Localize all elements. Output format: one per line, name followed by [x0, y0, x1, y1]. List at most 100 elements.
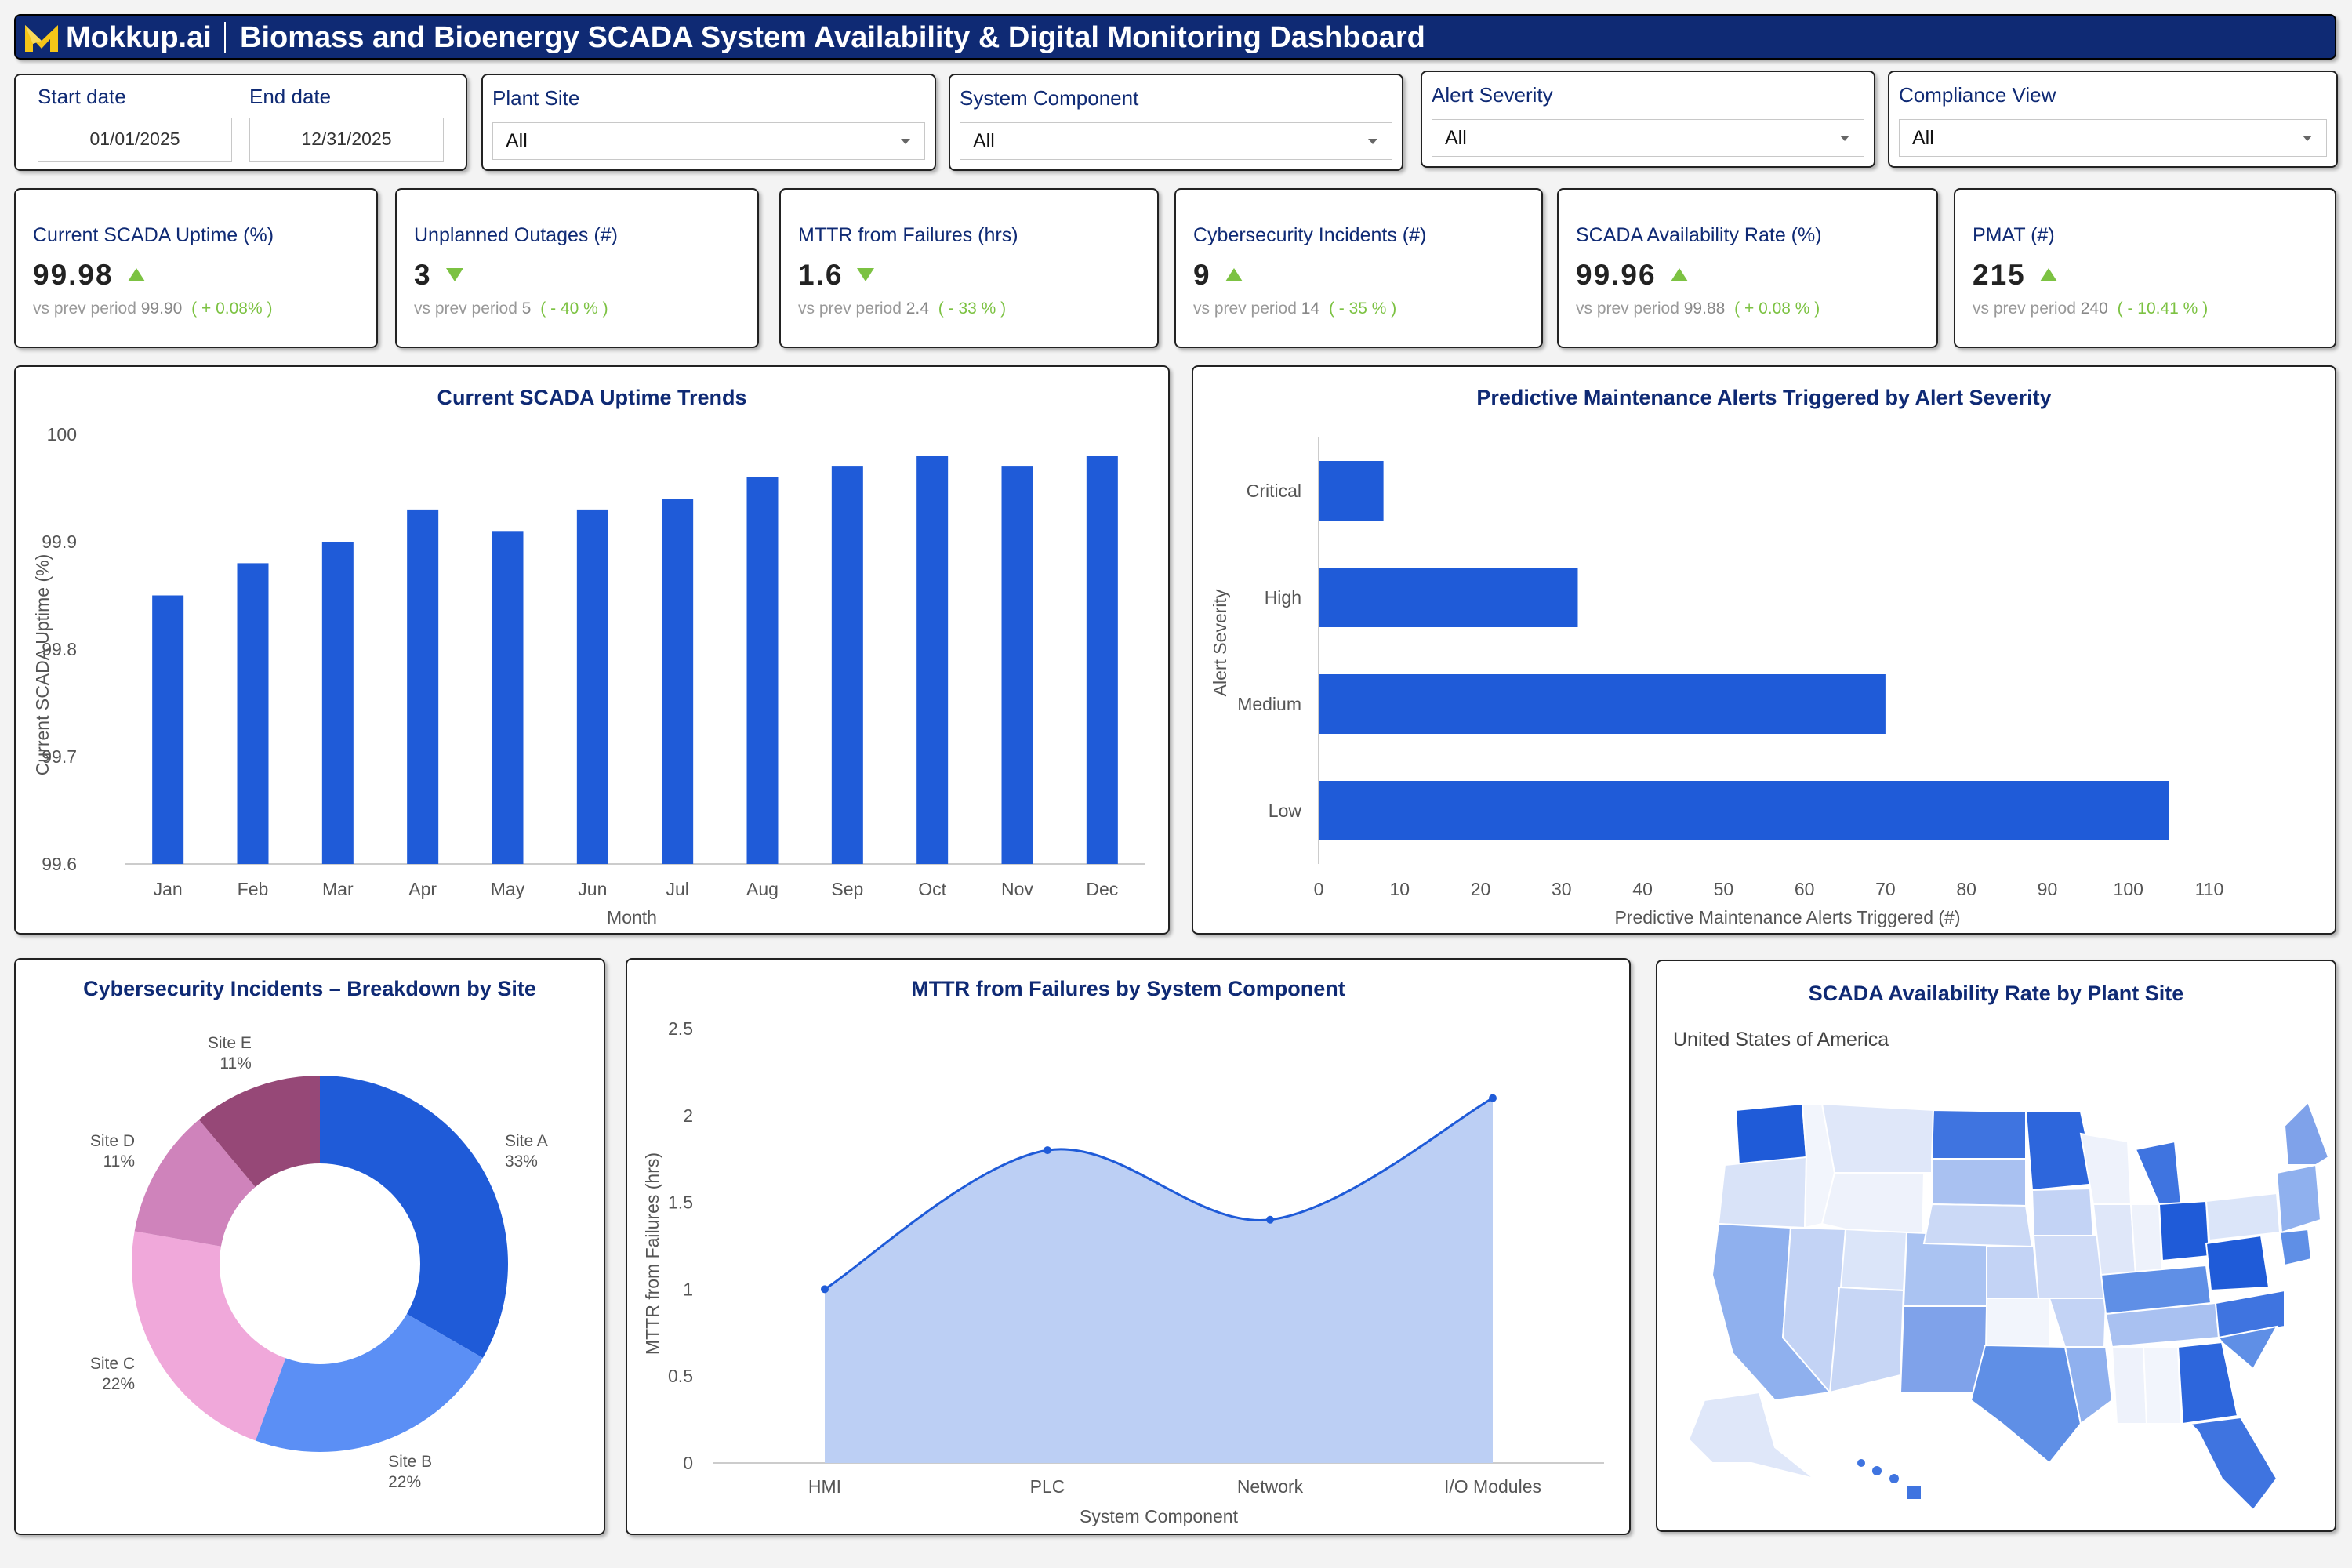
x-tick-label: 100: [2114, 879, 2143, 899]
kpi-card: PMAT (#) 215 vs prev period 240 ( - 10.4…: [1954, 188, 2336, 348]
kpi-value: 9: [1193, 259, 1243, 292]
slice-label: Site E: [208, 1034, 252, 1052]
y-tick-label: High: [1265, 587, 1301, 608]
x-tick-label: 30: [1552, 879, 1572, 899]
map-state: [2158, 1200, 2211, 1262]
bar: [746, 477, 779, 864]
pie-slice: [320, 1076, 508, 1358]
kpi-card: Current SCADA Uptime (%) 99.98 vs prev p…: [14, 188, 378, 348]
map-state: [2275, 1163, 2322, 1234]
trend-down-icon: [857, 268, 875, 281]
map-state: [1820, 1102, 1935, 1174]
slice-value: 11%: [220, 1054, 251, 1073]
y-tick-label: Medium: [1237, 694, 1301, 714]
alert-severity-value: All: [1445, 127, 1467, 149]
trend-up-icon: [1670, 268, 1688, 281]
kpi-comparison: vs prev period 99.90 ( + 0.08% ): [33, 299, 273, 318]
y-tick-label: 99.6: [42, 854, 77, 874]
slice-label: Site A: [505, 1132, 548, 1150]
kpi-label: SCADA Availability Rate (%): [1576, 224, 1822, 246]
bar: [152, 595, 184, 864]
uptime-bar-chart: 99.6 99.7 99.8 99.9 100 Jan Feb Mar Apr May Jun Jul…: [32, 424, 1145, 927]
map-state: [2205, 1234, 2270, 1292]
x-axis-title: System Component: [1080, 1506, 1239, 1526]
x-tick-label: 50: [1714, 879, 1734, 899]
chart-title: Cybersecurity Incidents – Breakdown by S…: [83, 977, 536, 1000]
slice-value: 22%: [388, 1473, 421, 1491]
kpi-value: 1.6: [798, 259, 875, 292]
kpi-value: 99.98: [33, 259, 145, 292]
x-tick-label: Jan: [154, 879, 183, 899]
x-tick-label: Oct: [918, 879, 946, 899]
x-axis-title: Month: [607, 907, 657, 927]
map-state: [2278, 1228, 2313, 1267]
x-tick-label: 110: [2195, 879, 2224, 899]
data-point: [1266, 1215, 1274, 1224]
y-tick-label: 2: [683, 1105, 693, 1126]
kpi-label: MTTR from Failures (hrs): [798, 224, 1018, 246]
system-component-label: System Component: [960, 86, 1139, 110]
kpi-comparison: vs prev period 5 ( - 40 % ): [414, 299, 608, 318]
x-tick-label: Aug: [746, 879, 779, 899]
map-state-hawaii: [1857, 1459, 1921, 1499]
data-point: [821, 1285, 829, 1294]
uptime-trends-card: Current SCADA Uptime Trends 99.6 99.7 99.8…: [14, 365, 1170, 935]
kpi-comparison: vs prev period 14 ( - 35 % ): [1193, 299, 1397, 318]
x-tick-label: Sep: [831, 879, 863, 899]
alerts-by-severity-card: Predictive Maintenance Alerts Triggered …: [1192, 365, 2336, 935]
bar: [492, 531, 524, 864]
plant-site-select[interactable]: All: [492, 122, 925, 160]
system-component-select[interactable]: All: [960, 122, 1392, 160]
map-state: [2063, 1346, 2114, 1425]
map-state: [2048, 1298, 2107, 1348]
start-date-input[interactable]: 01/01/2025: [38, 118, 232, 162]
y-tick-label: 99.9: [42, 532, 77, 552]
x-tick-label: 80: [1956, 879, 1976, 899]
x-tick-label: 70: [1875, 879, 1896, 899]
map-state: [1931, 1158, 2027, 1207]
trend-up-icon: [2039, 268, 2057, 281]
data-point: [1044, 1146, 1051, 1155]
y-axis-title: Alert Severity: [1210, 589, 1230, 696]
bar: [237, 563, 269, 864]
pie-slice: [255, 1314, 483, 1452]
trend-down-icon: [445, 268, 463, 281]
map-state: [2032, 1235, 2106, 1299]
chart-title: Current SCADA Uptime Trends: [437, 386, 747, 409]
trend-up-icon: [1225, 268, 1243, 281]
compliance-view-select[interactable]: All: [1899, 119, 2327, 157]
bar: [407, 509, 439, 864]
start-date-label: Start date: [38, 85, 126, 108]
x-tick-label: HMI: [808, 1476, 841, 1497]
end-date-label: End date: [249, 85, 332, 108]
map-state: [2129, 1203, 2164, 1276]
map-state: [1717, 1156, 1808, 1229]
page-title: Biomass and Bioenergy SCADA System Avail…: [240, 21, 1425, 54]
end-date-input[interactable]: 12/31/2025: [249, 118, 444, 162]
y-tick-label: 99.7: [42, 746, 77, 767]
x-tick-label: 0: [1314, 879, 1324, 899]
alert-severity-select[interactable]: All: [1432, 119, 1864, 157]
kpi-card: Unplanned Outages (#) 3 vs prev period 5…: [395, 188, 759, 348]
x-tick-label: 60: [1795, 879, 1815, 899]
plant-site-filter: Plant Site All: [481, 74, 936, 171]
map-state: [2217, 1325, 2278, 1370]
map-state: [2283, 1101, 2330, 1166]
map-state: [1969, 1344, 2082, 1465]
kpi-comparison: vs prev period 99.88 ( + 0.08 % ): [1576, 299, 1820, 318]
pie-slice: [198, 1076, 320, 1187]
bar: [831, 466, 863, 864]
bar: [576, 509, 608, 864]
x-axis-title: Predictive Maintenance Alerts Triggered …: [1614, 907, 1960, 927]
bar: [1319, 568, 1578, 627]
date-range-filter: Start date 01/01/2025 End date 12/31/202…: [14, 74, 467, 171]
chevron-down-icon: [901, 139, 910, 144]
mokkup-logo-icon: [25, 25, 58, 52]
x-tick-label: PLC: [1030, 1476, 1065, 1497]
y-tick-label: 1: [683, 1279, 693, 1299]
x-tick-label: 90: [2038, 879, 2058, 899]
chevron-down-icon: [2303, 136, 2312, 141]
bar: [662, 499, 694, 864]
bar: [321, 542, 354, 864]
map-state: [2205, 1192, 2281, 1242]
